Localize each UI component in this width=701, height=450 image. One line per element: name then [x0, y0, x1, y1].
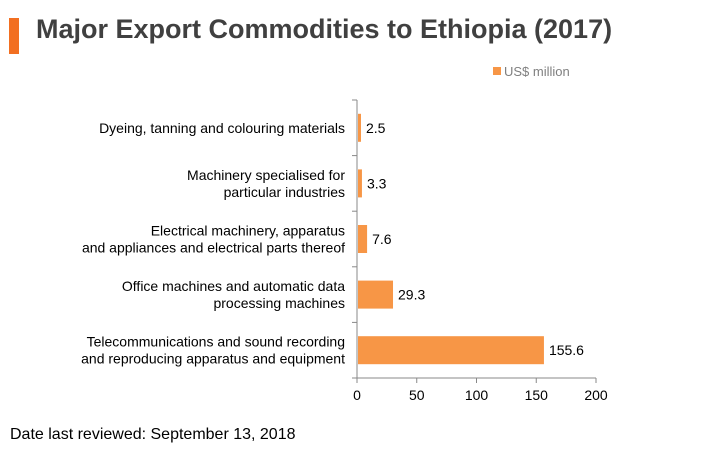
x-tick-label: 100	[465, 387, 489, 403]
date-last-reviewed: Date last reviewed: September 13, 2018	[10, 426, 296, 443]
legend-swatch	[493, 67, 501, 75]
bar	[358, 225, 368, 253]
title-accent-bar	[9, 18, 19, 54]
x-tick-label: 200	[584, 387, 608, 403]
legend-label: US$ million	[504, 64, 570, 79]
x-tick-label: 50	[409, 387, 425, 403]
axes-group: Dyeing, tanning and colouring materials M…	[81, 99, 608, 403]
chart-title: Major Export Commodities to Ethiopia (20…	[36, 14, 613, 44]
data-label: 2.5	[366, 120, 386, 136]
x-tick-label: 150	[525, 387, 549, 403]
category-label: Office machines and automatic data	[122, 278, 345, 294]
bars-group: 2.5 3.3 7.6 29.3 155.6	[358, 113, 584, 365]
category-label: Electrical machinery, apparatus	[151, 223, 345, 239]
x-tick-label: 0	[353, 387, 361, 403]
category-label: Telecommunications and sound recording	[87, 334, 345, 350]
category-label: processing machines	[213, 295, 345, 311]
category-label: and reproducing apparatus and equipment	[81, 351, 345, 367]
bar	[358, 113, 361, 142]
bar	[358, 280, 394, 309]
category-label: Machinery specialised for	[187, 167, 345, 183]
data-label: 3.3	[367, 175, 387, 191]
data-label: 155.6	[549, 342, 584, 358]
legend: US$ million	[493, 64, 570, 79]
bar	[358, 169, 362, 198]
bar-chart: US$ million 2.5 3.3 7.6 29.3 155.6 Dyeing, t…	[81, 64, 608, 403]
category-label: particular industries	[224, 184, 345, 200]
category-label: Dyeing, tanning and colouring materials	[99, 120, 345, 136]
data-label: 7.6	[372, 231, 392, 247]
category-label: and appliances and electrical parts ther…	[82, 240, 345, 256]
data-label: 29.3	[398, 287, 425, 303]
bar	[358, 336, 544, 365]
